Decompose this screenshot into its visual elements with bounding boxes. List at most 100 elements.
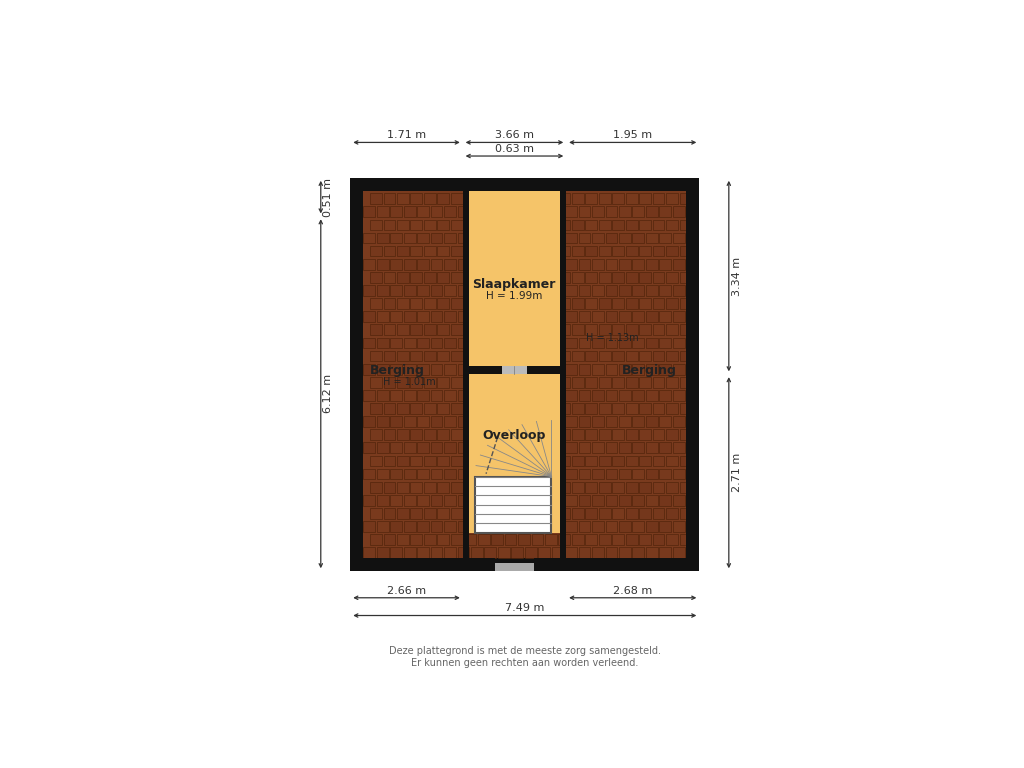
Bar (403, 233, 416, 243)
Bar (411, 351, 422, 362)
Bar (626, 351, 638, 362)
Bar (673, 364, 685, 375)
Bar (403, 495, 416, 505)
Bar (437, 535, 450, 545)
Bar (498, 468, 510, 479)
Bar (652, 455, 665, 466)
Bar (390, 311, 402, 322)
Bar (531, 220, 544, 230)
Bar (586, 194, 597, 204)
Bar (411, 508, 422, 519)
Bar (411, 482, 422, 492)
Bar (605, 338, 617, 349)
Bar (518, 377, 529, 388)
Bar (417, 416, 429, 427)
Bar (552, 233, 563, 243)
Bar (518, 351, 529, 362)
Bar (377, 390, 389, 401)
Bar (424, 194, 436, 204)
Bar (539, 442, 550, 453)
Bar (370, 403, 382, 414)
Bar (384, 246, 395, 257)
Bar (377, 285, 389, 296)
Bar (639, 429, 651, 440)
Bar (539, 207, 550, 217)
Bar (451, 377, 463, 388)
Bar (531, 508, 544, 519)
Bar (565, 390, 577, 401)
Bar (612, 298, 624, 309)
Bar (458, 442, 469, 453)
Bar (612, 455, 624, 466)
Bar (511, 364, 523, 375)
Bar (605, 468, 617, 479)
Bar (397, 351, 409, 362)
Bar (673, 495, 685, 505)
Bar (612, 535, 624, 545)
Bar (496, 564, 534, 571)
Bar (565, 311, 577, 322)
Bar (680, 298, 691, 309)
Bar (626, 508, 638, 519)
Bar (652, 298, 665, 309)
Bar (451, 272, 463, 283)
Bar (411, 377, 422, 388)
Bar (492, 351, 503, 362)
Bar (350, 178, 699, 191)
Bar (498, 259, 510, 270)
Bar (484, 259, 497, 270)
Bar (484, 207, 497, 217)
Bar (673, 416, 685, 427)
Bar (618, 207, 631, 217)
Bar (437, 429, 450, 440)
Bar (579, 311, 591, 322)
Bar (390, 233, 402, 243)
Bar (626, 455, 638, 466)
Bar (458, 495, 469, 505)
Bar (370, 298, 382, 309)
Bar (626, 403, 638, 414)
Bar (471, 521, 483, 532)
Bar (680, 508, 691, 519)
Bar (437, 298, 450, 309)
Bar (484, 311, 497, 322)
Bar (498, 285, 510, 296)
Bar (437, 220, 450, 230)
Bar (384, 403, 395, 414)
Bar (666, 324, 678, 335)
Bar (612, 429, 624, 440)
Bar (524, 521, 537, 532)
Bar (565, 468, 577, 479)
Bar (377, 233, 389, 243)
Bar (626, 324, 638, 335)
Bar (531, 272, 544, 283)
Bar (397, 535, 409, 545)
Bar (639, 508, 651, 519)
Bar (633, 390, 644, 401)
Bar (464, 377, 476, 388)
Bar (605, 548, 617, 558)
Bar (511, 521, 523, 532)
Bar (545, 508, 557, 519)
Bar (652, 482, 665, 492)
Bar (403, 468, 416, 479)
Bar (586, 482, 597, 492)
Bar (579, 207, 591, 217)
Bar (478, 482, 489, 492)
Bar (579, 364, 591, 375)
Bar (618, 390, 631, 401)
Bar (431, 442, 442, 453)
Bar (605, 364, 617, 375)
Bar (437, 351, 450, 362)
Bar (444, 259, 456, 270)
Bar (552, 390, 563, 401)
Bar (605, 495, 617, 505)
Bar (652, 351, 665, 362)
Bar (539, 338, 550, 349)
Bar (565, 338, 577, 349)
Bar (458, 468, 469, 479)
Bar (646, 207, 657, 217)
Bar (586, 508, 597, 519)
Bar (492, 403, 503, 414)
Bar (680, 535, 691, 545)
